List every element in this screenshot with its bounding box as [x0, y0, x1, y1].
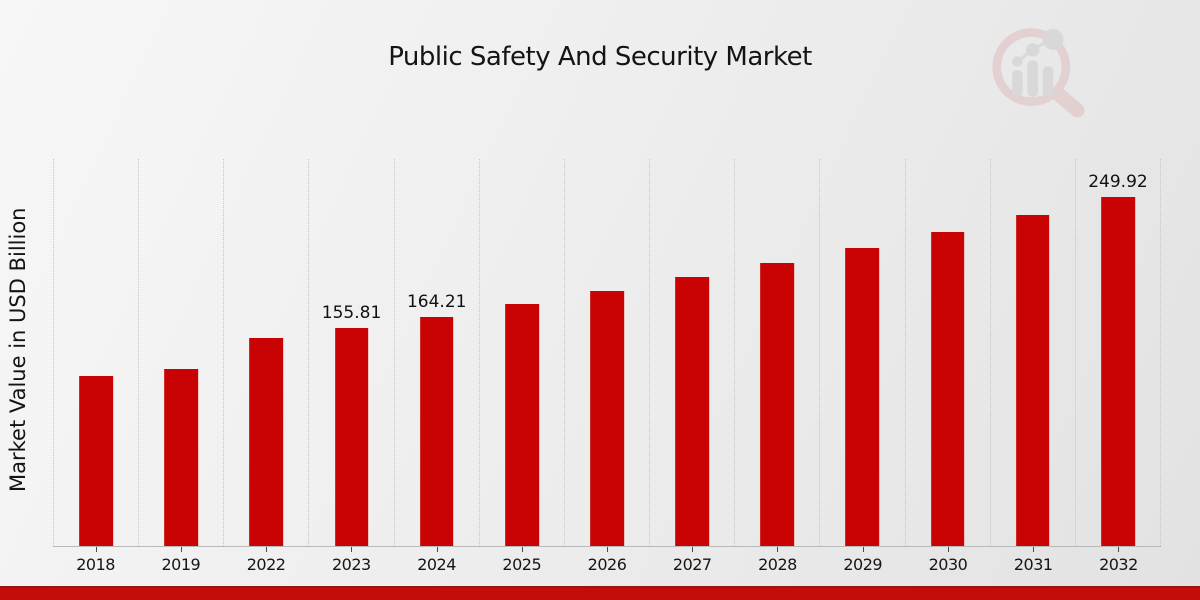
bar-2018 [79, 376, 113, 546]
x-tick-mark [777, 547, 779, 552]
bar-group-2028 [734, 159, 819, 546]
x-tick-label: 2028 [758, 555, 797, 574]
x-tick-label: 2030 [928, 555, 968, 574]
bar-2032 [1101, 196, 1135, 546]
x-tick-mark [692, 547, 694, 552]
x-axis-category-2024: 2024 [394, 547, 479, 574]
bar-group-2023: 155.81 [308, 159, 393, 546]
x-axis-category-2032: 2032 [1076, 547, 1161, 574]
bar-group-2032: 249.92 [1074, 159, 1162, 546]
x-axis-category-2023: 2023 [309, 547, 394, 574]
bar-value-label: 155.81 [321, 303, 382, 324]
x-axis-category-2027: 2027 [650, 547, 735, 574]
bar-group-2018 [53, 159, 138, 546]
bar-2019 [164, 369, 199, 546]
x-axis-category-2028: 2028 [735, 547, 820, 574]
x-tick-mark [1118, 547, 1120, 552]
bar-group-2030 [904, 159, 990, 546]
x-tick-mark [351, 547, 353, 552]
x-axis: 2018 2019 2022 2023 2024 2025 2026 2027 2028 2029… [53, 547, 1161, 574]
bar-group-2025 [478, 159, 564, 546]
bar-2025 [505, 304, 539, 546]
bar-2030 [930, 231, 965, 546]
bar-value-label: 164.21 [406, 291, 467, 312]
x-axis-category-2030: 2030 [905, 547, 990, 574]
bar-chart-glyph-icon [1012, 28, 1064, 97]
x-axis-category-2026: 2026 [564, 547, 649, 574]
x-axis-category-2031: 2031 [991, 547, 1076, 574]
bar-2022 [249, 338, 284, 546]
x-tick-label: 2026 [587, 555, 627, 574]
x-tick-label: 2025 [502, 555, 542, 574]
bottom-accent-band [0, 586, 1200, 600]
magnifier-lens-icon [992, 28, 1071, 106]
x-axis-category-2025: 2025 [479, 547, 564, 574]
bar-2024 [419, 316, 454, 546]
bar-group-2024: 164.21 [393, 159, 479, 546]
x-tick-label: 2032 [1099, 555, 1138, 574]
x-axis-category-2018: 2018 [53, 547, 138, 574]
x-tick-mark [607, 547, 609, 552]
plot-area: 155.81 164.21 249.92 [53, 159, 1162, 546]
x-tick-label: 2018 [76, 555, 115, 574]
bar-2026 [590, 291, 624, 546]
x-tick-mark [521, 547, 523, 552]
x-tick-label: 2023 [331, 555, 371, 574]
x-axis-category-2019: 2019 [138, 547, 223, 574]
x-tick-mark [95, 547, 97, 552]
x-tick-label: 2029 [843, 555, 883, 574]
bar-group-2027 [649, 159, 734, 546]
x-axis-line [53, 546, 1161, 547]
bar-group-2031 [989, 159, 1075, 546]
x-tick-mark [436, 547, 438, 552]
x-tick-label: 2019 [161, 555, 201, 574]
x-tick-mark [947, 547, 949, 552]
bar-value-label: 249.92 [1088, 171, 1148, 192]
magnifier-handle-icon [1050, 86, 1085, 118]
bar-2027 [675, 277, 709, 546]
bar-2031 [1015, 214, 1050, 546]
x-tick-label: 2027 [672, 555, 712, 574]
x-tick-label: 2024 [417, 555, 456, 574]
bar-group-2022 [223, 159, 308, 546]
x-tick-label: 2031 [1013, 555, 1053, 574]
chart-title: Public Safety And Security Market [388, 42, 812, 72]
bar-group-2019 [138, 159, 223, 546]
bar-2028 [760, 262, 795, 546]
x-tick-mark [1033, 547, 1035, 552]
bar-2029 [845, 247, 880, 546]
magnifier-bar-chart-logo-watermark [992, 28, 1085, 118]
bar-group-2029 [819, 159, 904, 546]
x-axis-category-2022: 2022 [223, 547, 308, 574]
x-tick-mark [862, 547, 864, 552]
bar-2023 [334, 328, 369, 546]
y-axis-label: Market Value in USD Billion [6, 207, 30, 493]
x-tick-mark [180, 547, 182, 552]
x-axis-category-2029: 2029 [820, 547, 905, 574]
bar-group-2026 [563, 159, 649, 546]
x-tick-label: 2022 [246, 555, 286, 574]
x-tick-mark [266, 547, 268, 552]
